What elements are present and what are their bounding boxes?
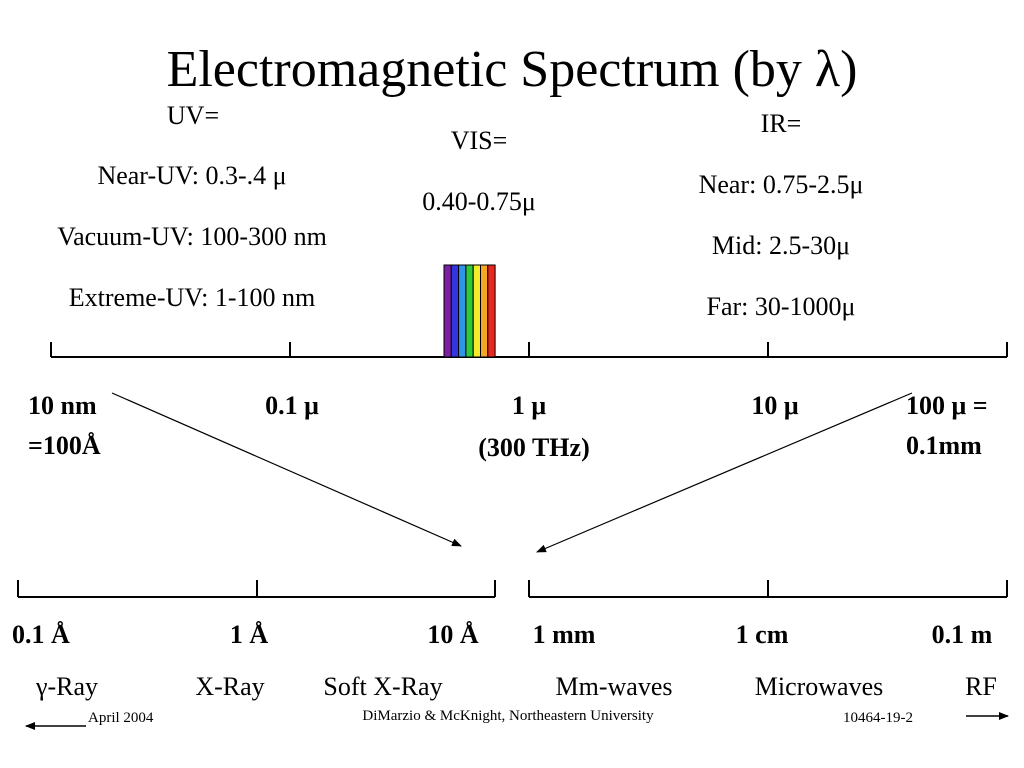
ir-far-label: Far: 30-1000μ <box>706 292 856 321</box>
visible-band-stripe <box>487 264 496 358</box>
lower-right-tick-label: 1 cm <box>735 620 789 649</box>
lower-right-scale-axis <box>528 580 1008 598</box>
upper-tick-label: 0.1 μ <box>265 391 319 420</box>
page-title: Electromagnetic Spectrum (by λ) <box>166 41 858 98</box>
footer-date: April 2004 <box>88 710 154 726</box>
upper-scale-axis <box>50 342 1008 358</box>
upper-tick-label: =100Å <box>28 431 101 460</box>
upper-tick-label: 1 μ <box>511 391 547 420</box>
vis-range-label: 0.40-0.75μ <box>422 187 536 216</box>
band-label-mm-waves: Mm-waves <box>555 672 673 701</box>
footer-code: 10464-19-2 <box>843 710 913 726</box>
uv-vacuum-label: Vacuum-UV: 100-300 nm <box>57 222 327 251</box>
visible-band-stripe <box>443 264 452 358</box>
band-label-rf: RF <box>965 672 997 701</box>
upper-tick-label: (300 THz) <box>478 433 590 462</box>
visible-band-stripe <box>458 264 467 358</box>
visible-band-stripe <box>465 264 474 358</box>
band-label-soft-xray: Soft X-Ray <box>323 672 443 701</box>
lower-left-tick-label: 0.1 Å <box>12 620 70 649</box>
upper-tick-label: 10 μ <box>751 391 799 420</box>
footer-authors: DiMarzio & McKnight, Northeastern Univer… <box>362 708 654 724</box>
uv-extreme-label: Extreme-UV: 1-100 nm <box>68 283 316 312</box>
band-label-microwaves: Microwaves <box>754 672 884 701</box>
lower-left-tick-label: 1 Å <box>229 620 269 649</box>
arrow-left-zoom <box>111 392 462 547</box>
band-label-xray: X-Ray <box>195 672 265 701</box>
visible-band-stripe <box>472 264 482 358</box>
band-label-gamma: γ-Ray <box>35 672 99 701</box>
uv-near-label: Near-UV: 0.3-.4 μ <box>97 161 287 190</box>
visible-band-stripe <box>480 264 489 358</box>
lower-right-tick-label: 0.1 m <box>931 620 993 649</box>
ir-header: IR= <box>760 109 802 138</box>
arrow-right-zoom <box>536 392 913 553</box>
ir-mid-label: Mid: 2.5-30μ <box>711 231 851 260</box>
upper-tick-label: 10 nm <box>28 391 97 420</box>
upper-tick-label: 0.1mm <box>906 431 982 460</box>
lower-left-scale-axis <box>17 580 496 598</box>
lower-left-tick-label: 10 Å <box>427 620 479 649</box>
lower-right-tick-label: 1 mm <box>532 620 596 649</box>
uv-header: UV= <box>166 101 220 130</box>
ir-near-label: Near: 0.75-2.5μ <box>698 170 864 199</box>
visible-band-stripe <box>450 264 460 358</box>
vis-header: VIS= <box>450 126 508 155</box>
visible-band <box>443 264 496 358</box>
upper-tick-label: 100 μ = <box>906 391 988 420</box>
